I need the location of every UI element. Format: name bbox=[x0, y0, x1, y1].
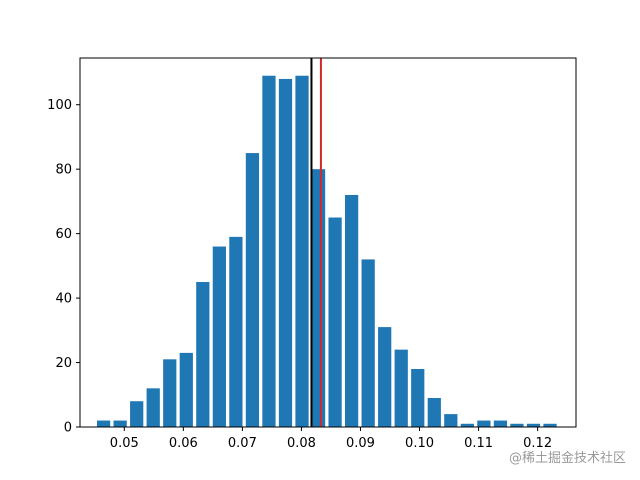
histogram-bar bbox=[311, 169, 326, 427]
histogram-bar bbox=[345, 194, 359, 427]
y-tick-label: 100 bbox=[47, 98, 72, 113]
histogram-bar bbox=[444, 414, 458, 427]
histogram-bar bbox=[427, 397, 441, 427]
histogram-bar bbox=[295, 75, 309, 428]
x-tick-label: 0.08 bbox=[287, 436, 316, 451]
x-tick-label: 0.09 bbox=[346, 436, 375, 451]
vertical-lines-group bbox=[310, 58, 322, 427]
histogram-bar bbox=[146, 388, 160, 427]
histogram-bar bbox=[113, 420, 127, 427]
x-tick-label: 0.12 bbox=[523, 436, 552, 451]
histogram-bar bbox=[229, 236, 243, 427]
histogram-bar bbox=[526, 423, 541, 427]
histogram-bar bbox=[212, 246, 226, 427]
histogram-bar bbox=[460, 423, 474, 427]
histogram-bar bbox=[477, 420, 491, 427]
y-tick-label: 40 bbox=[55, 292, 72, 307]
y-tick-label: 80 bbox=[55, 163, 72, 178]
x-tick-label: 0.05 bbox=[110, 436, 139, 451]
histogram-bar bbox=[394, 349, 408, 427]
histogram-bar bbox=[411, 368, 425, 427]
histogram-bar bbox=[130, 401, 144, 427]
axes-frame bbox=[79, 57, 577, 428]
histogram-bar bbox=[328, 217, 342, 427]
x-tick-label: 0.11 bbox=[464, 436, 493, 451]
histogram-bar bbox=[361, 259, 375, 427]
histogram-bar bbox=[262, 75, 276, 428]
histogram-bar bbox=[510, 423, 524, 427]
y-tick-label: 0 bbox=[64, 421, 72, 436]
x-tick-label: 0.06 bbox=[169, 436, 198, 451]
x-tick-label: 0.07 bbox=[228, 436, 257, 451]
histogram-bar bbox=[493, 420, 508, 427]
histogram-bar bbox=[163, 359, 177, 427]
y-axis-ticks: 0 20 40 60 80 100 bbox=[47, 98, 80, 436]
histogram-bar bbox=[97, 420, 111, 427]
histogram-bar bbox=[179, 352, 193, 427]
histogram-bar bbox=[543, 423, 557, 427]
histogram-bar bbox=[378, 327, 392, 427]
x-tick-label: 0.10 bbox=[405, 436, 434, 451]
histogram-bar bbox=[196, 281, 210, 427]
watermark-text: @稀土掘金技术社区 bbox=[508, 451, 626, 466]
x-axis-ticks: 0.05 0.06 0.07 0.08 0.09 0.10 0.11 0.12 bbox=[110, 427, 552, 451]
y-tick-label: 60 bbox=[55, 227, 72, 242]
bars-group bbox=[97, 75, 557, 428]
histogram-bar bbox=[245, 153, 260, 427]
histogram-bar bbox=[278, 78, 293, 427]
y-tick-label: 20 bbox=[55, 356, 72, 371]
